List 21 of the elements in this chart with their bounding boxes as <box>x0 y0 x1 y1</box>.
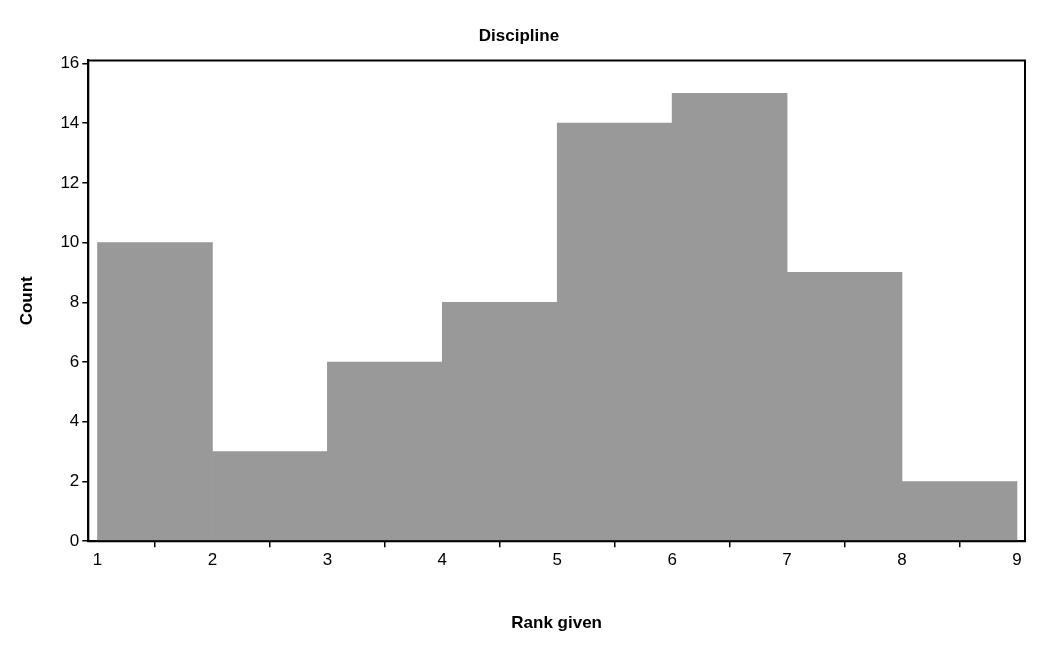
y-axis-title: Count <box>16 275 36 326</box>
x-tick-label: 6 <box>667 550 677 570</box>
x-axis-title: Rank given <box>511 613 603 633</box>
x-tick-label: 1 <box>92 550 103 570</box>
y-tick-label: 12 <box>60 172 80 192</box>
y-tick-label: 0 <box>69 530 80 550</box>
y-tick-label: 4 <box>69 411 80 431</box>
chart-title: Discipline <box>478 25 560 45</box>
y-tick-label: 16 <box>60 53 80 73</box>
x-tick-label: 9 <box>1012 550 1022 570</box>
y-tick-label: 10 <box>60 232 80 252</box>
x-tick-label: 4 <box>437 550 448 570</box>
x-tick-label: 7 <box>782 550 792 570</box>
x-tick-label: 5 <box>552 550 562 570</box>
y-tick-label: 6 <box>69 351 80 371</box>
x-tick-label: 3 <box>322 550 333 570</box>
x-tick-label: 8 <box>897 550 907 570</box>
y-tick-label: 8 <box>69 291 80 311</box>
y-tick-label: 14 <box>60 112 80 132</box>
y-tick-label: 2 <box>69 471 80 491</box>
x-tick-label: 2 <box>207 550 218 570</box>
